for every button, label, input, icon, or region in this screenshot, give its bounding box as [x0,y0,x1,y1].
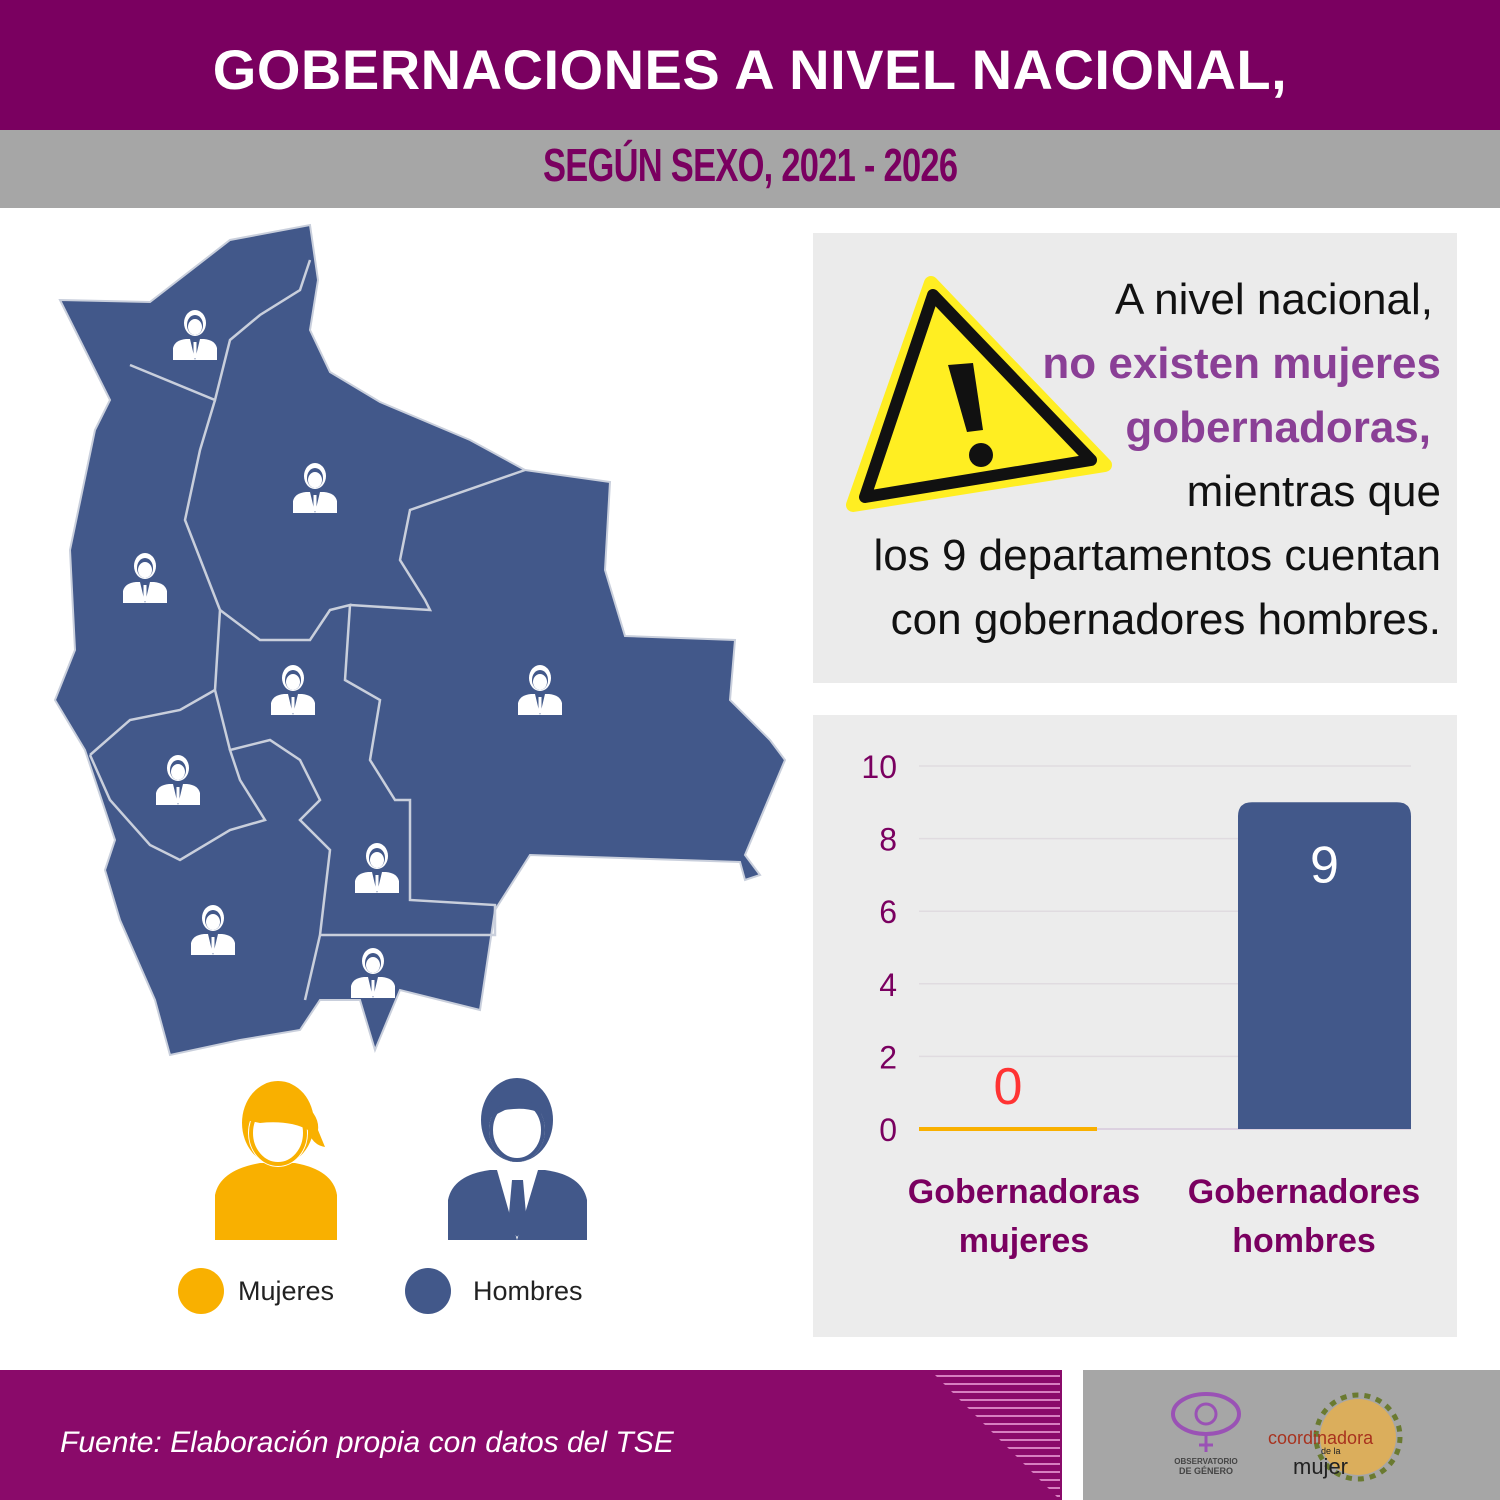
note-highlight: no existen mujeres [1042,339,1441,388]
man-governor-icon [173,310,217,360]
legend-figures [215,1078,587,1240]
bolivia-shape [53,223,787,1057]
man-governor-icon [156,755,200,805]
legend-women-swatch [178,1268,224,1314]
svg-text:coordinadora: coordinadora [1268,1428,1374,1448]
department-borders [88,259,526,1001]
source-note: Fuente: Elaboración propia con datos del… [60,1426,674,1459]
stripes-decoration [930,1375,1060,1497]
svg-text:OBSERVATORIO: OBSERVATORIO [1174,1457,1237,1466]
man-governor-icon [351,948,395,998]
note-line: con gobernadores hombres. [890,595,1441,644]
man-governor-icon [191,905,235,955]
note-line: mientras que [1186,467,1441,516]
bolivia-map [53,223,787,1057]
legend-men-swatch [405,1268,451,1314]
note-line: A nivel nacional, [1115,275,1433,324]
man-governor-icon [355,843,399,893]
legend-men-label: Hombres [473,1275,583,1306]
svg-text:de la: de la [1321,1446,1341,1456]
man-governor-icon [271,665,315,715]
svg-text:DE GÉNERO: DE GÉNERO [1179,1466,1233,1476]
page-subtitle: SEGÚN SEXO, 2021 - 2026 [0,130,1500,208]
warning-icon [846,276,1112,512]
note-line: los 9 departamentos cuentan [873,531,1442,580]
note-highlight: gobernadoras, [1125,403,1431,452]
legend-women-label: Mujeres [238,1275,335,1306]
page-title: GOBERNACIONES A NIVEL NACIONAL, [0,0,1500,130]
woman-icon [215,1081,337,1240]
legend-women: Mujeres [178,1268,334,1314]
category-label-women: Gobernadoras mujeres [907,1173,1141,1260]
man-governor-icon [293,463,337,513]
logos: OBSERVATORIO DE GÉNERO coordinadora de l… [1083,1370,1500,1500]
coordinadora-mujer-logo: coordinadora de la mujer [1268,1392,1403,1482]
man-governor-icon [518,665,562,715]
observatorio-genero-logo: OBSERVATORIO DE GÉNERO [1171,1392,1241,1476]
man-icon [448,1078,587,1240]
category-label-men: Gobernadores hombres [1187,1173,1421,1260]
legend-men: Hombres [405,1268,583,1314]
man-governor-icon [123,553,167,603]
footer: Fuente: Elaboración propia con datos del… [0,1370,1062,1500]
svg-text:mujer: mujer [1293,1454,1348,1479]
key-finding-panel: A nivel nacional, no existen mujeres gob… [813,233,1457,683]
